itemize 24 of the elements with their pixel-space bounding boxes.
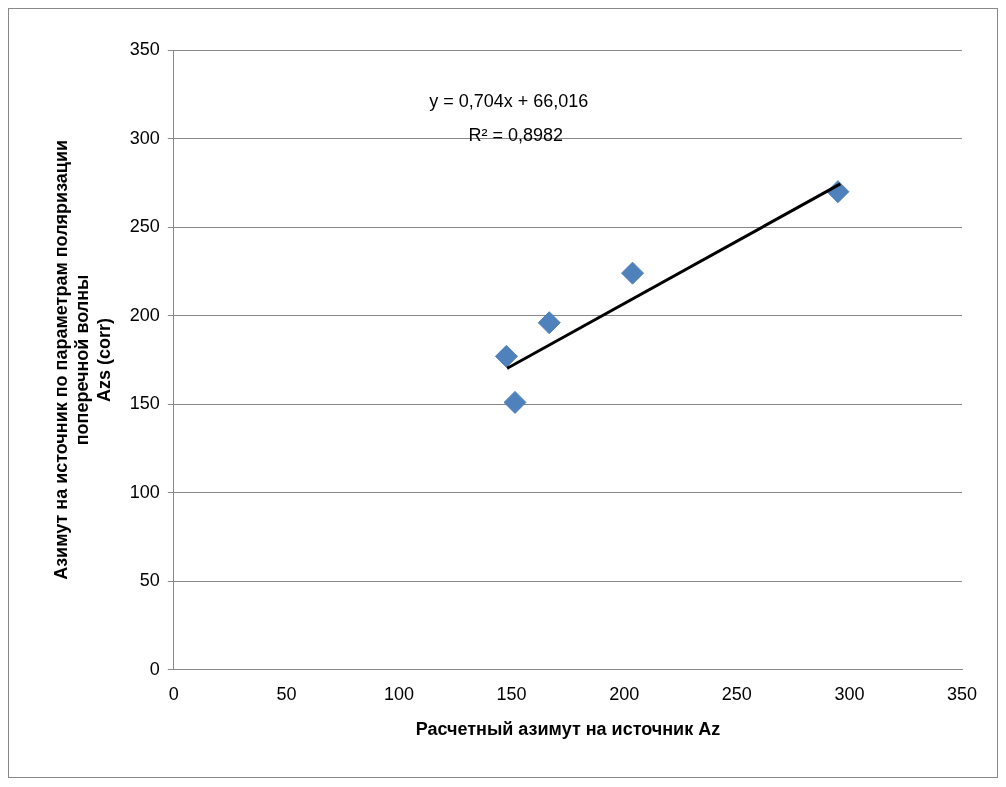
y-tick-label: 50 bbox=[139, 570, 160, 591]
point bbox=[621, 261, 645, 285]
x-axis-title: Расчетный азимут на источник Az bbox=[415, 719, 721, 740]
point bbox=[503, 390, 527, 414]
annotation: R² = 0,8982 bbox=[468, 124, 564, 145]
y-tick-label: 0 bbox=[149, 658, 160, 679]
x-tick-label: 250 bbox=[721, 683, 752, 704]
point bbox=[494, 344, 518, 368]
y-tick-label: 250 bbox=[129, 216, 160, 237]
y-tick-label: 150 bbox=[129, 393, 160, 414]
x-tick-label: 150 bbox=[496, 683, 527, 704]
point bbox=[537, 311, 561, 335]
x-tick-label: 200 bbox=[609, 683, 640, 704]
y-tick-label: 350 bbox=[129, 38, 160, 59]
y-axis-title: Азимут на источник по параметрам поляризации поперечной волны Azs (corr) bbox=[50, 139, 114, 580]
x-tick-label: 0 bbox=[168, 683, 179, 704]
y-tick-label: 300 bbox=[129, 127, 160, 148]
x-tick-label: 100 bbox=[384, 683, 415, 704]
x-tick-label: 350 bbox=[946, 683, 978, 704]
x-tick-label: 50 bbox=[276, 683, 297, 704]
y-tick-label: 100 bbox=[129, 481, 160, 502]
y-tick-label: 200 bbox=[129, 304, 160, 325]
x-tick-label: 300 bbox=[834, 683, 865, 704]
annotation: y = 0,704x + 66,016 bbox=[429, 90, 589, 111]
